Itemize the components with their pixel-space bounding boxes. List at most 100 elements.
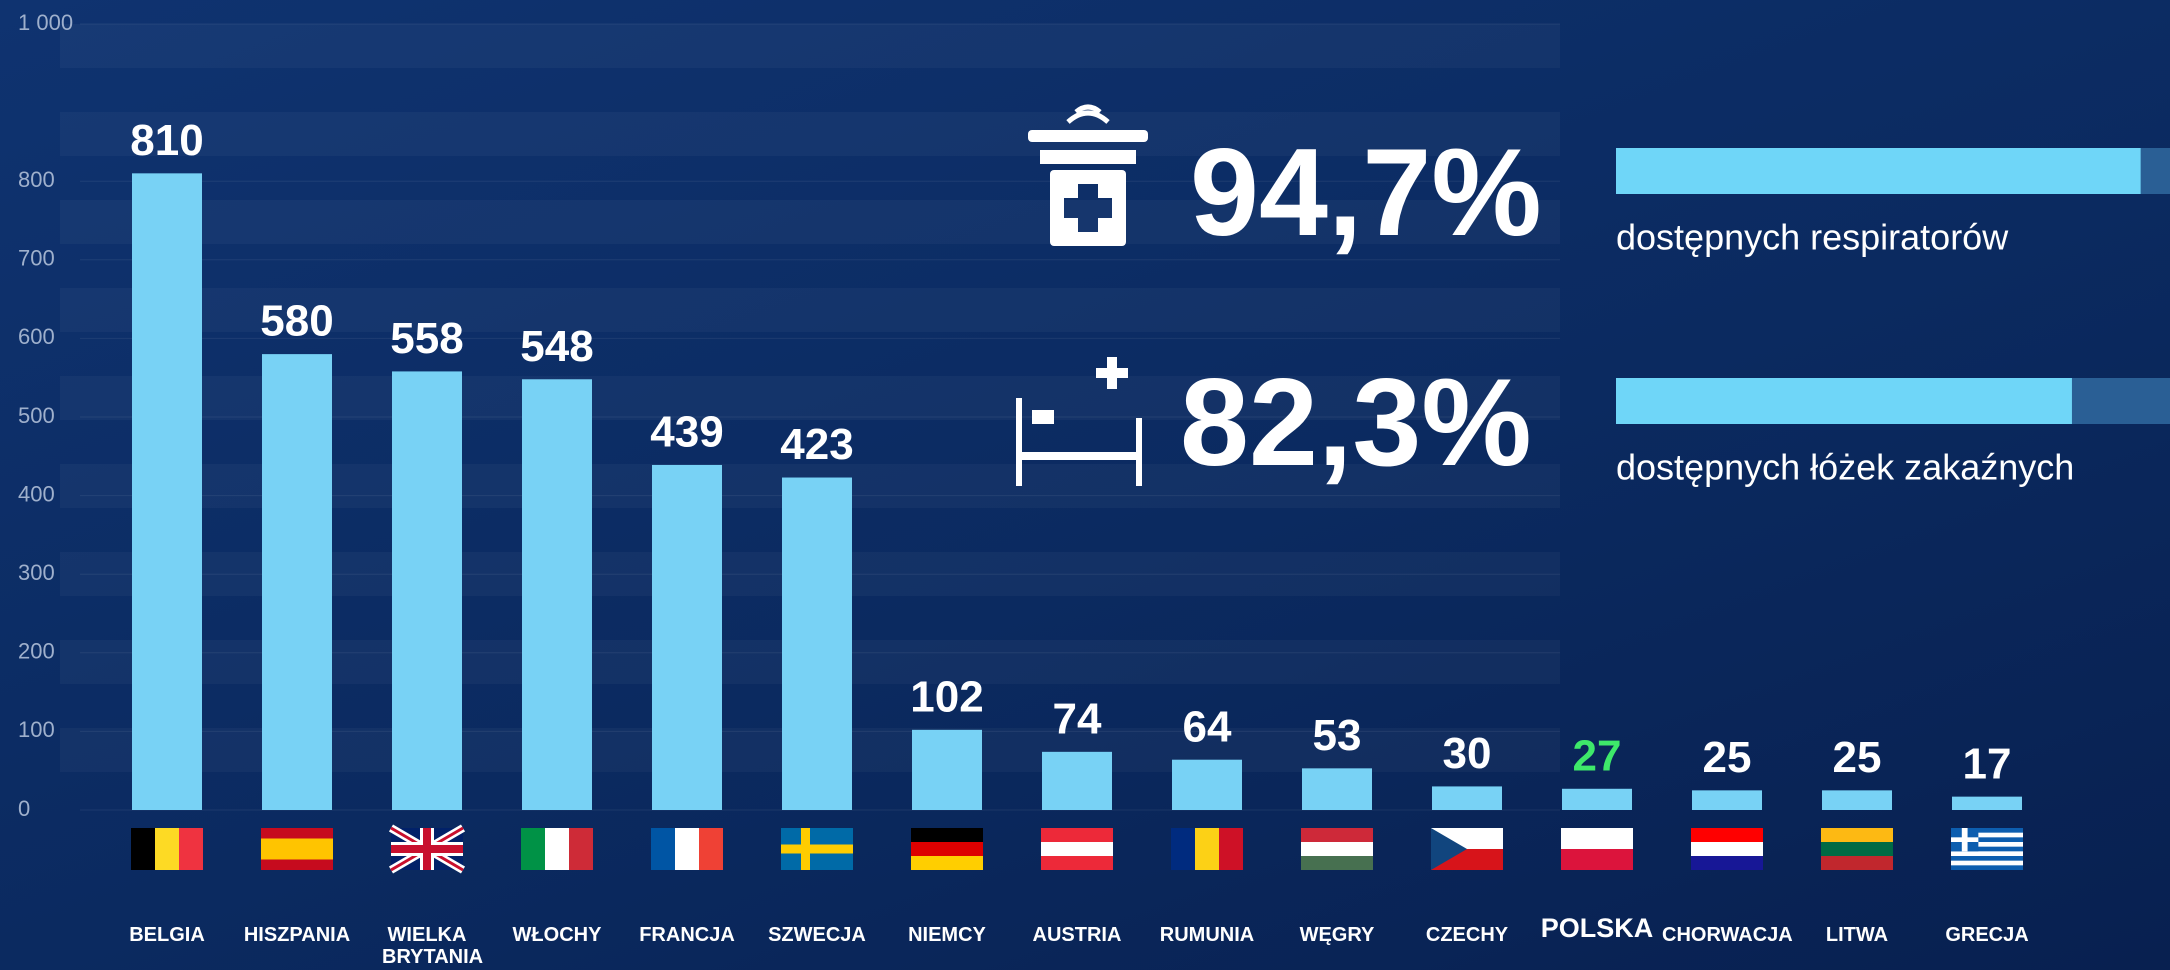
flag-part <box>1951 851 2023 856</box>
y-tick-label: 100 <box>18 717 55 742</box>
bar <box>1952 796 2022 810</box>
flag <box>1691 828 1763 870</box>
flag-part <box>1041 856 1113 870</box>
flag-part <box>1951 842 2023 847</box>
y-tick-label: 600 <box>18 324 55 349</box>
flag <box>131 828 203 870</box>
flag-part <box>1431 828 1467 870</box>
flag-part <box>1821 828 1893 842</box>
bar <box>1692 790 1762 810</box>
flag-part <box>545 828 569 870</box>
y-tick-label: 0 <box>18 796 30 821</box>
flag <box>1561 828 1633 870</box>
x-tick-label: NIEMCY <box>908 924 986 946</box>
value-label: 30 <box>1443 729 1492 778</box>
bar <box>132 173 202 811</box>
flag <box>781 828 853 870</box>
flag-part <box>1301 842 1373 856</box>
stat-bar <box>1616 378 2072 424</box>
bed-icon <box>1016 357 1142 486</box>
flag-part <box>911 842 983 856</box>
y-tick-label: 400 <box>18 481 55 506</box>
x-tick-label: WIELKA BRYTANIA <box>382 924 484 968</box>
bar <box>522 379 592 810</box>
bar <box>652 464 722 810</box>
flag-part <box>1951 860 2023 866</box>
stat-label: dostępnych respiratorów <box>1616 217 2009 258</box>
flag <box>1041 828 1113 870</box>
flag-part <box>651 828 675 870</box>
flag <box>1431 828 1503 870</box>
value-label: 25 <box>1833 733 1882 782</box>
value-label: 558 <box>390 314 463 363</box>
flag-part <box>261 838 333 860</box>
flag-part <box>1561 828 1633 849</box>
flag-part <box>1041 828 1113 842</box>
value-label: 439 <box>650 408 723 457</box>
x-tick-label: HISZPANIA <box>243 924 351 946</box>
flag-part <box>1301 856 1373 870</box>
flag <box>388 824 466 874</box>
value-label: 53 <box>1313 711 1362 760</box>
value-label: 810 <box>130 116 203 165</box>
flag <box>1951 828 2023 870</box>
y-tick-label: 500 <box>18 403 55 428</box>
band <box>60 24 1560 68</box>
x-tick-label: CHORWACJA <box>1662 924 1793 946</box>
flag-part <box>1951 832 2023 838</box>
value-label: 548 <box>520 322 593 371</box>
y-tick-label: 800 <box>18 167 55 192</box>
flag-part <box>1821 856 1893 870</box>
bar <box>1172 759 1242 810</box>
x-tick-label: WĘGRY <box>1299 924 1375 946</box>
flag-part <box>569 828 593 870</box>
value-label: 74 <box>1053 694 1102 743</box>
bar <box>1822 790 1892 810</box>
x-tick-label: RUMUNIA <box>1159 924 1255 946</box>
flag <box>1301 828 1373 870</box>
ventilator-icon <box>1028 104 1148 246</box>
stat-label: dostępnych łóżek zakaźnych <box>1616 447 2074 488</box>
bar <box>392 371 462 810</box>
value-label: 64 <box>1183 702 1232 751</box>
value-label: 580 <box>260 297 333 346</box>
stat-bar <box>1616 148 2141 194</box>
flag-part <box>699 828 723 870</box>
bar <box>782 477 852 810</box>
flag-part <box>911 828 983 842</box>
flag-part <box>179 828 203 870</box>
y-tick-label: 300 <box>18 560 55 585</box>
x-tick-label: LITWA <box>1825 924 1889 946</box>
x-tick-label: CZECHY <box>1425 924 1509 946</box>
flag-part <box>155 828 179 870</box>
bar <box>262 354 332 810</box>
flag <box>911 828 983 870</box>
flag-part <box>675 828 699 870</box>
bar <box>1562 788 1632 810</box>
value-label: 17 <box>1963 739 2012 788</box>
flag-part <box>1041 842 1113 856</box>
value-label: 25 <box>1703 733 1752 782</box>
flag <box>651 828 723 870</box>
flag <box>261 828 333 870</box>
x-tick-label: POLSKA <box>1540 913 1654 943</box>
value-label: 423 <box>780 420 853 469</box>
x-tick-label: BELGIA <box>129 924 205 946</box>
x-tick-label: FRANCJA <box>639 924 735 946</box>
value-label: 102 <box>910 672 983 721</box>
y-tick-label: 200 <box>18 639 55 664</box>
flag-part <box>1951 837 1979 842</box>
flag-part <box>1821 842 1893 856</box>
flag <box>1821 828 1893 870</box>
flag-part <box>521 828 545 870</box>
flag-part <box>1691 856 1763 870</box>
x-tick-label: AUSTRIA <box>1032 924 1122 946</box>
flag-part <box>1561 849 1633 870</box>
flag-part <box>911 856 983 870</box>
flag-part <box>1219 828 1243 870</box>
flag-part <box>1195 828 1219 870</box>
x-tick-label: GRECJA <box>1945 924 2029 946</box>
flag-part <box>1691 828 1763 842</box>
stat-value: 82,3% <box>1180 354 1532 492</box>
